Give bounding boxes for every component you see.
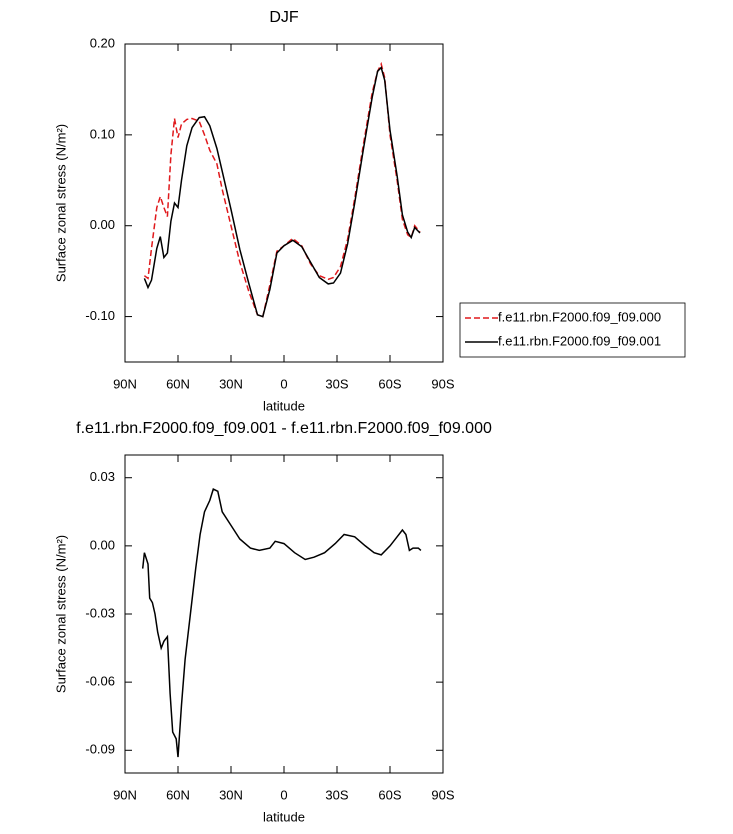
x-tick-label: 60S bbox=[378, 787, 401, 802]
y-tick-label: -0.10 bbox=[85, 308, 115, 323]
x-tick-label: 30N bbox=[219, 376, 243, 391]
legend-label: f.e11.rbn.F2000.f09_f09.001 bbox=[498, 333, 661, 348]
data-line bbox=[141, 488, 422, 758]
y-tick-label: -0.09 bbox=[85, 742, 115, 757]
data-line bbox=[143, 66, 421, 318]
y-tick-label: -0.03 bbox=[85, 605, 115, 620]
x-tick-label: 60N bbox=[166, 787, 190, 802]
x-axis-label: latitude bbox=[263, 398, 305, 413]
legend-label: f.e11.rbn.F2000.f09_f09.000 bbox=[498, 309, 661, 324]
x-tick-label: 90N bbox=[113, 787, 137, 802]
x-tick-label: 0 bbox=[280, 787, 287, 802]
y-tick-label: 0.00 bbox=[90, 537, 115, 552]
x-tick-label: 90S bbox=[431, 376, 454, 391]
y-tick-label: 0.00 bbox=[90, 217, 115, 232]
x-tick-label: 30S bbox=[325, 787, 348, 802]
data-line bbox=[143, 61, 421, 318]
x-tick-label: 0 bbox=[280, 376, 287, 391]
x-tick-label: 60S bbox=[378, 376, 401, 391]
x-axis-label: latitude bbox=[263, 809, 305, 824]
legend-box bbox=[459, 302, 686, 358]
x-tick-label: 90N bbox=[113, 376, 137, 391]
y-tick-label: 0.20 bbox=[90, 35, 115, 50]
plot-frame bbox=[124, 43, 444, 363]
y-tick-label: 0.03 bbox=[90, 469, 115, 484]
x-tick-label: 30S bbox=[325, 376, 348, 391]
chart-title: DJF bbox=[269, 9, 299, 26]
x-tick-label: 30N bbox=[219, 787, 243, 802]
x-tick-label: 90S bbox=[431, 787, 454, 802]
y-tick-label: -0.06 bbox=[85, 674, 115, 689]
y-axis-label: Surface zonal stress (N/m²) bbox=[53, 124, 68, 282]
y-axis-label: Surface zonal stress (N/m²) bbox=[53, 535, 68, 693]
x-tick-label: 60N bbox=[166, 376, 190, 391]
y-tick-label: 0.10 bbox=[90, 126, 115, 141]
chart-title: f.e11.rbn.F2000.f09_f09.001 - f.e11.rbn.… bbox=[76, 420, 492, 437]
